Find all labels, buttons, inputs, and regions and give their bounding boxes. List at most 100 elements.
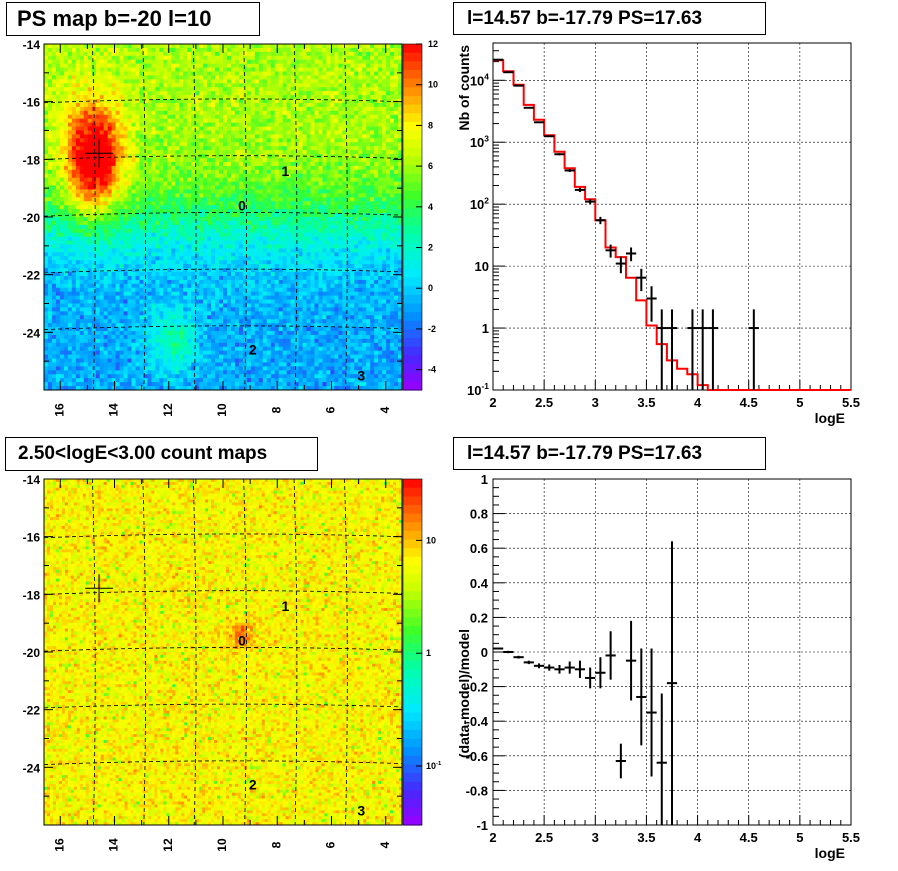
- heatmap-cell: [119, 220, 125, 226]
- heatmap-cell: [59, 154, 65, 159]
- heatmap-cell: [370, 51, 375, 57]
- heatmap-cell: [270, 122, 276, 128]
- heatmap-cell: [362, 169, 367, 175]
- heatmap-cell: [175, 150, 180, 155]
- heatmap-cell: [246, 205, 252, 210]
- heatmap-cell: [382, 244, 387, 250]
- heatmap-cell: [51, 95, 57, 100]
- heatmap-cell: [199, 220, 204, 226]
- heatmap-cell: [44, 240, 49, 246]
- heatmap-cell: [163, 150, 168, 155]
- heatmap-cell: [67, 213, 73, 218]
- heatmap-cell: [147, 205, 152, 210]
- heatmap-cell: [242, 193, 248, 198]
- heatmap-cell: [362, 142, 367, 147]
- heatmap-cell: [386, 106, 391, 112]
- heatmap-cell: [187, 240, 192, 246]
- heatmap-cell: [171, 114, 176, 120]
- heatmap-cell: [274, 146, 280, 151]
- heatmap-cell: [334, 126, 339, 132]
- heatmap-cell: [187, 169, 192, 175]
- heatmap-cell: [207, 47, 212, 53]
- heatmap-cell: [111, 71, 117, 77]
- heatmap-cell: [314, 118, 320, 124]
- heatmap-cell: [366, 154, 371, 159]
- heatmap-cell: [374, 244, 379, 250]
- heatmap-cell: [314, 240, 320, 246]
- heatmap-cell: [163, 177, 168, 183]
- heatmap-cell: [123, 213, 129, 218]
- heatmap-cell: [47, 154, 53, 159]
- heatmap-cell: [71, 118, 77, 124]
- heatmap-cell: [394, 75, 399, 80]
- heatmap-cell: [330, 106, 335, 112]
- heatmap-cell: [326, 126, 331, 132]
- heatmap-cell: [346, 165, 351, 171]
- heatmap-cell: [47, 232, 53, 238]
- heatmap-cell: [47, 217, 53, 222]
- heatmap-cell: [366, 87, 371, 92]
- heatmap-cell: [326, 138, 331, 143]
- heatmap-cell: [306, 193, 312, 198]
- heatmap-cell: [250, 138, 256, 143]
- heatmap-cell: [354, 106, 359, 112]
- heatmap-cell: [382, 224, 387, 230]
- heatmap-cell: [390, 244, 395, 250]
- heatmap-cell: [394, 248, 399, 253]
- heatmap-cell: [354, 240, 359, 246]
- heatmap-cell: [223, 217, 228, 222]
- heatmap-cell: [151, 224, 156, 230]
- heatmap-cell: [55, 44, 61, 49]
- heatmap-cell: [191, 67, 196, 73]
- heatmap-cell: [131, 209, 137, 214]
- heatmap-cell: [147, 99, 152, 104]
- heatmap-cell: [322, 181, 328, 187]
- heatmap-cell: [322, 126, 328, 132]
- heatmap-cell: [358, 130, 363, 136]
- heatmap-cell: [366, 224, 371, 230]
- heatmap-cell: [346, 75, 351, 80]
- heatmap-cell: [250, 236, 256, 242]
- heatmap-cell: [87, 248, 93, 253]
- heatmap-cell: [330, 51, 335, 57]
- heatmap-cell: [382, 95, 387, 100]
- heatmap-cell: [199, 106, 204, 112]
- heatmap-cell: [398, 217, 402, 222]
- heatmap-cell: [366, 142, 371, 147]
- heatmap-cell: [151, 150, 156, 155]
- heatmap-cell: [55, 102, 61, 108]
- heatmap-cell: [338, 201, 343, 206]
- heatmap-cell: [386, 248, 391, 253]
- heatmap-cell: [310, 114, 316, 120]
- heatmap-cell: [167, 181, 172, 187]
- heatmap-cell: [187, 217, 192, 222]
- heatmap-cell: [230, 71, 236, 77]
- heatmap-cell: [310, 220, 316, 226]
- heatmap-cell: [187, 114, 192, 120]
- heatmap-cell: [378, 197, 383, 202]
- heatmap-cell: [111, 217, 117, 222]
- heatmap-cell: [386, 47, 391, 53]
- heatmap-cell: [302, 95, 308, 100]
- heatmap-cell: [127, 138, 133, 143]
- heatmap-cell: [350, 256, 355, 261]
- heatmap-cell: [167, 71, 172, 77]
- heatmap-cell: [215, 173, 220, 179]
- heatmap-cell: [219, 87, 224, 92]
- heatmap-cell: [91, 75, 97, 80]
- heatmap-cell: [135, 134, 141, 139]
- heatmap-cell: [322, 169, 328, 175]
- heatmap-cell: [322, 91, 328, 96]
- heatmap-cell: [167, 44, 172, 49]
- heatmap-cell: [59, 205, 65, 210]
- heatmap-cell: [374, 209, 379, 214]
- heatmap-cell: [47, 165, 53, 171]
- heatmap-cell: [123, 224, 129, 230]
- heatmap-cell: [99, 209, 105, 214]
- heatmap-cell: [322, 102, 328, 108]
- heatmap-cell: [55, 193, 61, 198]
- heatmap-cell: [155, 217, 160, 222]
- heatmap-cell: [390, 177, 395, 183]
- heatmap-cell: [219, 161, 224, 167]
- heatmap-cell: [290, 189, 296, 195]
